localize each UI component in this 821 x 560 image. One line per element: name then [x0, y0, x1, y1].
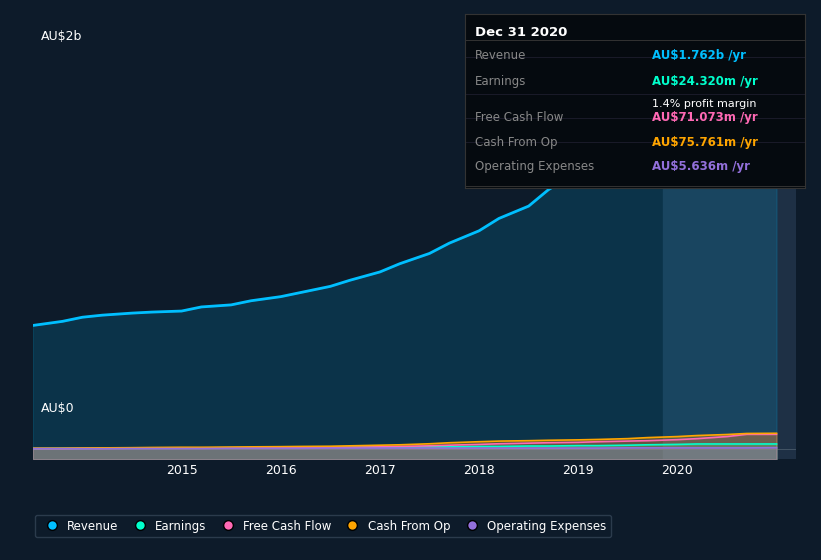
Text: AU$5.636m /yr: AU$5.636m /yr — [652, 160, 750, 173]
Legend: Revenue, Earnings, Free Cash Flow, Cash From Op, Operating Expenses: Revenue, Earnings, Free Cash Flow, Cash … — [35, 515, 611, 538]
Text: AU$75.761m /yr: AU$75.761m /yr — [652, 136, 758, 148]
Text: Free Cash Flow: Free Cash Flow — [475, 111, 563, 124]
Text: AU$24.320m /yr: AU$24.320m /yr — [652, 75, 758, 88]
Text: AU$1.762b /yr: AU$1.762b /yr — [652, 49, 746, 62]
Text: 1.4% profit margin: 1.4% profit margin — [652, 99, 757, 109]
Text: Dec 31 2020: Dec 31 2020 — [475, 26, 567, 39]
Text: Cash From Op: Cash From Op — [475, 136, 557, 148]
Text: AU$0: AU$0 — [40, 402, 74, 415]
Text: Revenue: Revenue — [475, 49, 526, 62]
Bar — [663, 17, 796, 459]
Text: Earnings: Earnings — [475, 75, 526, 88]
Text: AU$2b: AU$2b — [40, 30, 82, 43]
Text: AU$71.073m /yr: AU$71.073m /yr — [652, 111, 758, 124]
Text: Operating Expenses: Operating Expenses — [475, 160, 594, 173]
